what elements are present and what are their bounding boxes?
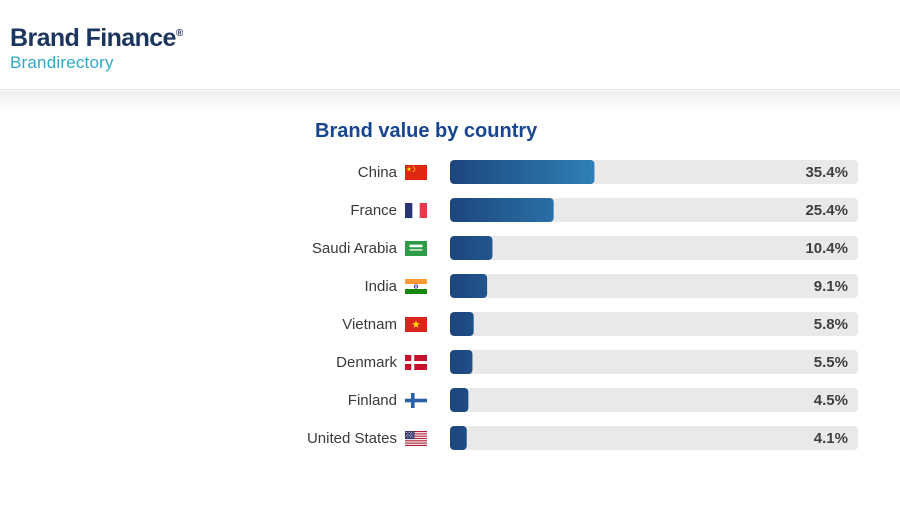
country-cell: Denmark — [305, 354, 450, 371]
bar-value-label: 5.5% — [813, 353, 848, 371]
bar-value-label: 10.4% — [805, 239, 848, 257]
country-label: Saudi Arabia — [311, 239, 397, 257]
bar-fill — [450, 426, 467, 450]
country-cell: India — [305, 278, 450, 295]
registered-trademark-icon: ® — [175, 27, 184, 39]
bar-track: 4.1% — [450, 426, 858, 450]
bar-track: 9.1% — [450, 274, 858, 298]
country-label: Finland — [347, 391, 397, 409]
chart-title: Brand value by country — [315, 120, 538, 142]
bar-value-label: 25.4% — [805, 201, 848, 219]
country-label: France — [350, 201, 397, 219]
bar-fill — [450, 388, 469, 412]
chart-row-finland: Finland 4.5% — [305, 388, 858, 412]
country-cell: China — [305, 164, 450, 181]
country-label: Vietnam — [342, 315, 397, 333]
country-label: India — [364, 277, 397, 295]
flag-denmark-icon — [405, 354, 427, 370]
chart-row-denmark: Denmark 5.5% — [305, 350, 858, 374]
page-header: Brand Finance® Brandirectory — [0, 0, 900, 90]
bar-fill — [450, 160, 595, 184]
bar-value-label: 35.4% — [805, 163, 848, 181]
flag-china-icon — [405, 164, 427, 180]
bar-track: 5.8% — [450, 312, 858, 336]
country-label: United States — [306, 429, 397, 447]
chart-row-china: China 35.4% — [305, 160, 858, 184]
flag-france-icon — [405, 202, 427, 218]
chart-row-vietnam: Vietnam 5.8% — [305, 312, 858, 336]
country-cell: Vietnam — [305, 316, 450, 333]
brand-value-chart: Brand value by country China 35.4% Franc… — [305, 120, 858, 464]
flag-finland-icon — [405, 392, 427, 408]
chart-row-united-states: United States 4.1% — [305, 426, 858, 450]
chart-row-india: India 9.1% — [305, 274, 858, 298]
bar-value-label: 5.8% — [813, 315, 848, 333]
chart-row-france: France 25.4% — [305, 198, 858, 222]
country-cell: France — [305, 202, 450, 219]
header-shadow — [0, 91, 900, 113]
bar-value-label: 4.1% — [813, 429, 848, 447]
bar-value-label: 9.1% — [813, 277, 848, 295]
bar-fill — [450, 274, 488, 298]
chart-rows: China 35.4% France 25.4% Saudi Arabia 10… — [305, 160, 858, 450]
bar-track: 5.5% — [450, 350, 858, 374]
country-cell: United States — [305, 430, 450, 447]
bar-track: 35.4% — [450, 160, 858, 184]
country-cell: Saudi Arabia — [305, 240, 450, 257]
flag-united-states-icon — [405, 430, 427, 446]
flag-vietnam-icon — [405, 316, 427, 332]
bar-track: 4.5% — [450, 388, 858, 412]
bar-track: 10.4% — [450, 236, 858, 260]
bar-track: 25.4% — [450, 198, 858, 222]
logo-title: Brand Finance — [10, 24, 176, 52]
flag-india-icon — [405, 278, 427, 294]
logo-subtitle: Brandirectory — [10, 53, 114, 72]
country-cell: Finland — [305, 392, 450, 409]
brand-finance-logo[interactable]: Brand Finance® Brandirectory — [10, 24, 184, 72]
country-label: Denmark — [336, 353, 397, 371]
bar-value-label: 4.5% — [813, 391, 848, 409]
chart-row-saudi-arabia: Saudi Arabia 10.4% — [305, 236, 858, 260]
bar-fill — [450, 312, 474, 336]
bar-fill — [450, 236, 493, 260]
bar-fill — [450, 350, 473, 374]
country-label: China — [357, 163, 397, 181]
bar-fill — [450, 198, 554, 222]
flag-saudi-arabia-icon — [405, 240, 427, 256]
